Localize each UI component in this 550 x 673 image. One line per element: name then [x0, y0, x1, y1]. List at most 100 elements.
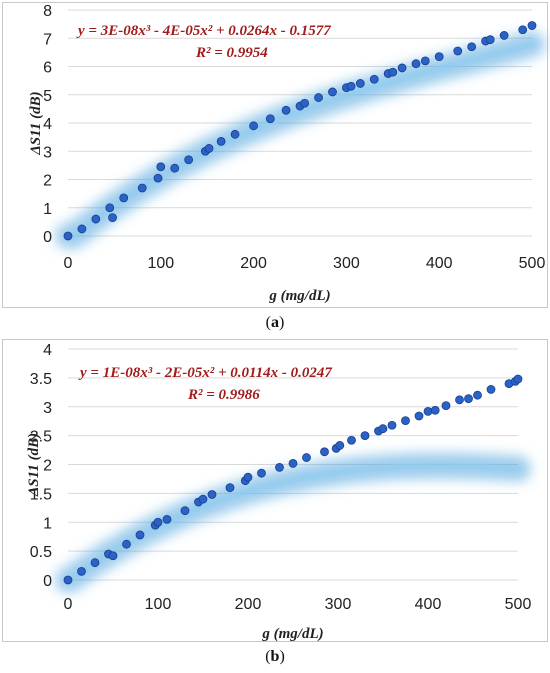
y-tick-label-a: 4	[43, 116, 52, 133]
data-point-a	[216, 136, 226, 146]
data-point-b	[257, 468, 266, 478]
x-axis-title-b: g (mg/dL)	[261, 626, 323, 642]
data-point-b	[122, 539, 131, 549]
y-tick-label-a: 3	[43, 144, 52, 161]
r-squared-label-a: R² = 0.9954	[195, 45, 268, 61]
data-point-a	[369, 74, 379, 84]
data-point-b	[198, 494, 208, 504]
trendline-b	[65, 462, 521, 583]
data-point-b	[335, 441, 345, 450]
data-point-a	[230, 129, 240, 139]
data-point-b	[401, 416, 410, 426]
trendline-glow-a	[55, 31, 545, 249]
panel-letter-b: b	[270, 648, 280, 665]
data-point-b	[302, 453, 311, 462]
data-point-a	[527, 21, 537, 30]
data-point-a	[411, 59, 421, 69]
data-point-a	[184, 155, 194, 165]
y-tick-label-a: 8	[43, 3, 52, 20]
chart-panel-a: 0 1 2 3 4 5 6 7 8 0 100 200 300 400 500 g (mg/dL) ΔS11 (…	[2, 2, 548, 331]
data-point-a	[328, 87, 337, 97]
data-point-a	[170, 163, 180, 173]
y-tick-label-a: 7	[43, 31, 52, 48]
x-tick-label-b: 100	[145, 596, 172, 613]
data-point-b	[513, 374, 523, 384]
data-point-a	[420, 56, 430, 66]
y-tick-label-b: 4	[43, 342, 52, 359]
data-point-b	[441, 401, 451, 410]
data-point-a	[434, 52, 444, 62]
panel-caption-a: (a)	[265, 314, 285, 331]
data-point-b	[275, 462, 284, 472]
data-point-b	[153, 517, 163, 527]
y-tick-label-a: 6	[43, 60, 52, 77]
data-point-b	[486, 385, 496, 394]
x-axis-title-a: g (mg/dL)	[268, 288, 330, 304]
data-point-a	[485, 35, 495, 45]
data-point-b	[430, 405, 440, 415]
scatter-plot-b: 0 0.5 1 1.5 2 2.5 3 3.5 4 0 100 200 300 400 500 g (mg/d…	[26, 342, 532, 642]
chart-frame-b	[2, 339, 548, 642]
data-point-a	[314, 93, 323, 102]
data-point-a	[499, 31, 509, 40]
data-point-a	[397, 63, 407, 73]
data-point-a	[91, 214, 101, 224]
x-tick-label-b: 500	[505, 596, 532, 613]
data-point-a	[63, 231, 73, 241]
y-tick-label-b: 2	[43, 458, 52, 475]
data-point-a	[119, 193, 129, 203]
data-point-b	[90, 558, 100, 568]
data-point-a	[265, 114, 275, 124]
data-point-a	[156, 162, 166, 172]
chart-frame-a	[2, 2, 548, 308]
data-point-a	[388, 67, 398, 77]
data-point-a	[467, 42, 477, 52]
panel-letter-a: a	[271, 314, 279, 331]
x-tick-label-b: 300	[325, 596, 352, 613]
data-point-a	[105, 203, 115, 213]
data-point-b	[320, 447, 329, 457]
y-tick-label-a: 0	[43, 229, 52, 246]
data-point-b	[455, 395, 464, 405]
data-point-a	[300, 98, 310, 108]
data-point-b	[180, 506, 190, 516]
x-tick-label-b: 0	[64, 596, 73, 613]
data-point-b	[243, 472, 253, 482]
y-tick-label-b: 2.5	[30, 429, 52, 446]
data-point-a	[204, 144, 214, 153]
data-point-b	[77, 566, 86, 576]
data-point-b	[378, 424, 388, 434]
data-point-b	[288, 458, 298, 468]
panel-caption-b: (b)	[265, 648, 285, 665]
y-tick-label-b: 1	[43, 515, 52, 532]
scatter-plot-a: 0 1 2 3 4 5 6 7 8 0 100 200 300 400 500 g (mg/dL) ΔS11 (…	[28, 3, 546, 304]
x-tick-label-a: 200	[240, 255, 267, 272]
chart-panel-b: 0 0.5 1 1.5 2 2.5 3 3.5 4 0 100 200 300 400 500 g (mg/d…	[0, 338, 550, 673]
data-point-b	[135, 530, 145, 540]
data-point-a	[153, 173, 163, 183]
data-point-b	[473, 390, 482, 400]
data-point-a	[355, 79, 365, 88]
r-squared-label-b: R² = 0.9986	[187, 387, 260, 403]
data-point-b	[423, 406, 433, 416]
y-tick-label-a: 1	[43, 201, 52, 218]
data-point-b	[207, 490, 217, 499]
y-axis-title-a: ΔS11 (dB)	[28, 91, 44, 155]
data-point-a	[108, 213, 117, 223]
data-point-a	[137, 183, 147, 193]
y-tick-label-b: 0.5	[30, 544, 52, 561]
data-point-b	[108, 551, 118, 561]
data-point-a	[453, 46, 463, 56]
data-point-a	[518, 25, 528, 35]
x-tick-label-b: 400	[415, 596, 442, 613]
y-tick-label-b: 3	[43, 400, 52, 417]
y-tick-label-a: 5	[43, 88, 52, 105]
x-tick-label-a: 500	[519, 255, 546, 272]
y-tick-label-b: 0	[43, 573, 52, 590]
x-tick-label-a: 0	[64, 255, 73, 272]
data-point-b	[225, 483, 235, 493]
x-tick-label-a: 300	[333, 255, 360, 272]
x-tick-label-b: 200	[235, 596, 262, 613]
y-tick-label-b: 3.5	[30, 371, 52, 388]
data-point-a	[77, 224, 87, 234]
